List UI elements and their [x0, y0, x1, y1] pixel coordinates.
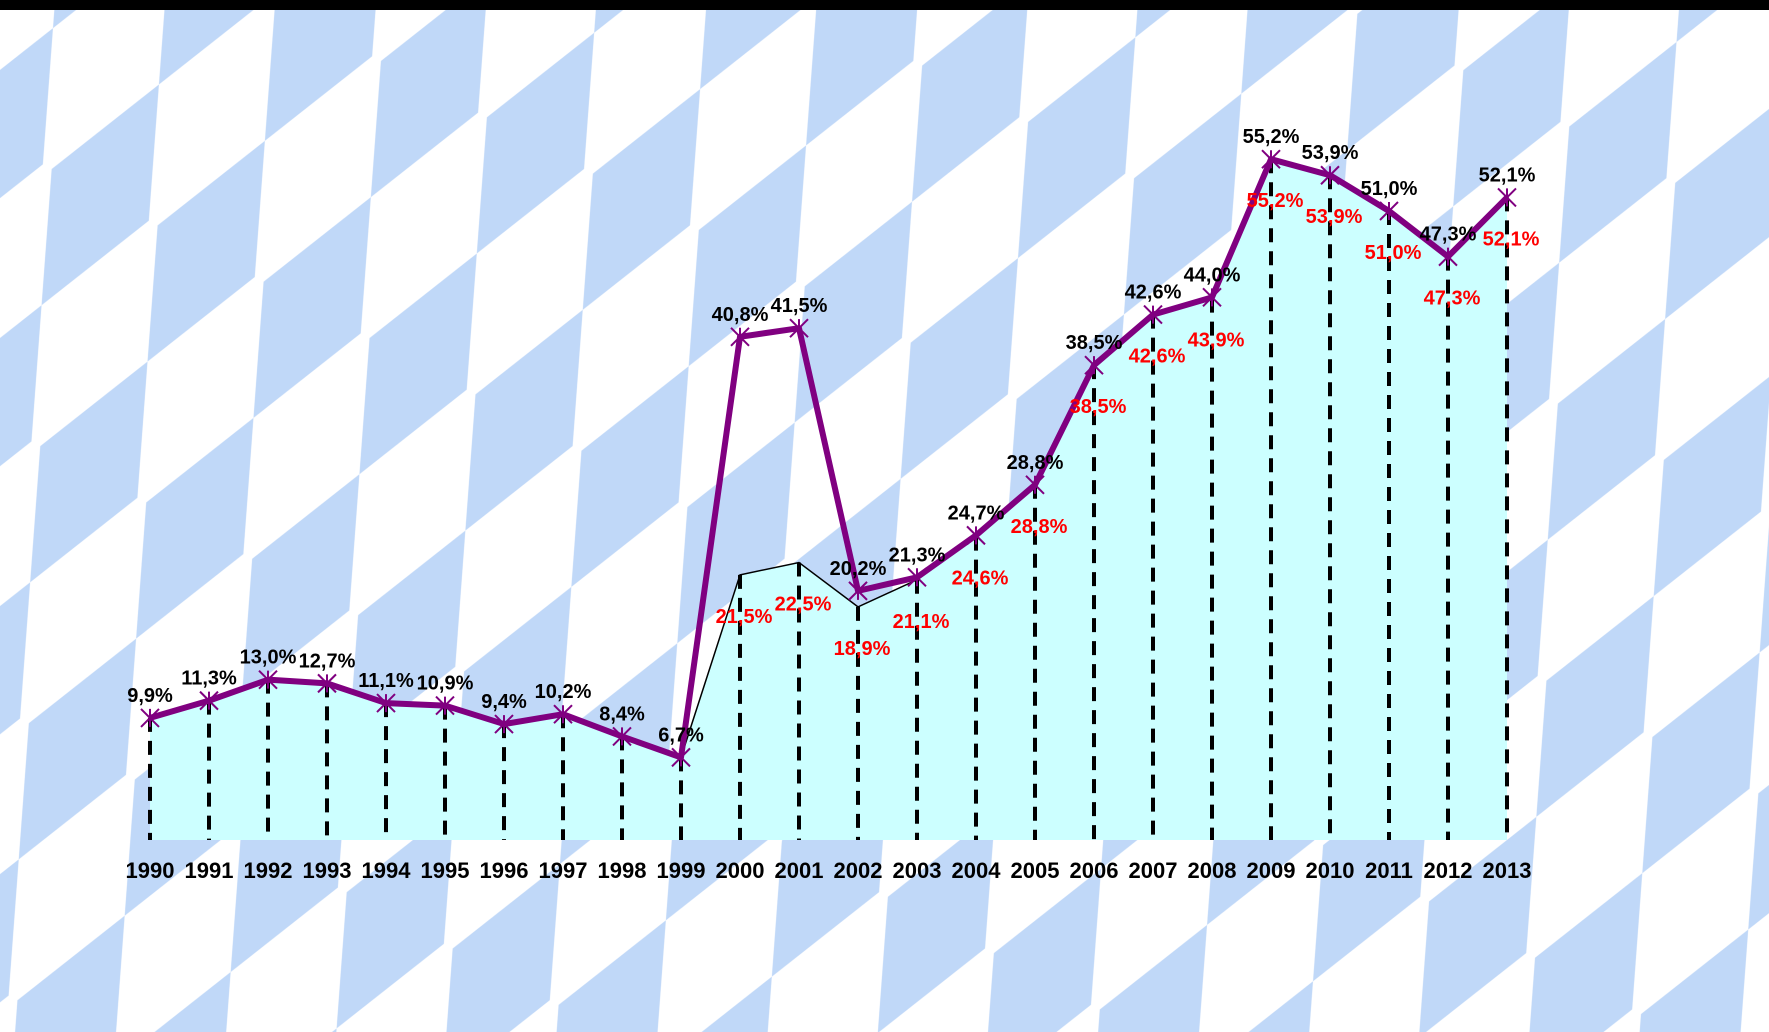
x-tick-label: 1999	[657, 858, 706, 883]
data-label-lower: 21,5%	[716, 606, 773, 628]
x-tick-label: 1991	[185, 858, 234, 883]
x-tick-label: 1998	[598, 858, 647, 883]
data-label-upper: 12,7%	[299, 650, 356, 672]
data-label-upper: 55,2%	[1243, 126, 1300, 148]
point-marker	[848, 581, 868, 601]
x-tick-label: 2009	[1247, 858, 1296, 883]
point-marker	[671, 747, 691, 768]
x-tick-label: 2012	[1424, 858, 1473, 883]
point-marker	[1261, 149, 1281, 169]
data-label-upper: 51,0%	[1361, 178, 1418, 200]
x-tick-label: 2011	[1365, 858, 1413, 883]
point-marker	[1143, 304, 1163, 325]
data-label-lower: 55,2%	[1247, 190, 1304, 212]
top-border	[0, 0, 1769, 10]
x-tick-label: 2013	[1483, 858, 1532, 883]
data-label-lower: 18,9%	[834, 638, 891, 660]
data-label-upper: 20,2%	[830, 558, 887, 580]
point-marker	[317, 673, 337, 694]
x-tick-label: 1995	[421, 858, 470, 883]
data-label-upper: 9,4%	[481, 691, 527, 713]
x-tick-label: 2003	[893, 858, 942, 883]
data-label-upper: 11,1%	[358, 670, 414, 692]
data-label-lower: 22,5%	[775, 594, 832, 616]
data-label-lower: 42,6%	[1129, 346, 1186, 368]
data-label-upper: 13,0%	[240, 647, 297, 669]
x-tick-label: 2004	[952, 858, 1002, 883]
data-label-lower: 47,3%	[1424, 288, 1481, 310]
series-lines-layer	[149, 156, 1510, 761]
x-tick-label: 1997	[539, 858, 588, 883]
x-tick-label: 2008	[1188, 858, 1237, 883]
data-label-upper: 40,8%	[712, 304, 769, 326]
drop-lines-layer	[148, 159, 1509, 840]
data-label-upper: 8,4%	[599, 703, 645, 725]
markers-layer	[140, 149, 1517, 768]
point-marker	[966, 525, 986, 546]
point-marker	[1025, 475, 1045, 495]
data-label-lower: 24,6%	[952, 568, 1009, 590]
x-tick-label: 2006	[1070, 858, 1119, 883]
point-marker	[140, 708, 160, 728]
data-label-upper: 42,6%	[1125, 282, 1182, 304]
point-marker	[1320, 165, 1340, 185]
point-marker	[789, 318, 809, 338]
data-label-upper: 24,7%	[948, 502, 1005, 524]
point-marker	[1084, 355, 1104, 375]
data-label-upper: 41,5%	[771, 295, 828, 317]
data-label-lower: 51,0%	[1365, 242, 1422, 264]
point-marker	[553, 704, 573, 724]
data-label-lower: 21,1%	[893, 611, 950, 633]
data-label-upper: 52,1%	[1479, 164, 1536, 186]
data-label-upper: 11,3%	[181, 668, 237, 690]
point-marker	[907, 567, 927, 588]
point-marker	[1438, 246, 1458, 267]
data-label-upper: 9,9%	[127, 685, 173, 707]
data-label-upper: 28,8%	[1007, 452, 1064, 474]
data-label-upper: 38,5%	[1066, 332, 1123, 354]
data-label-upper: 10,2%	[535, 681, 592, 703]
x-tick-label: 2002	[834, 858, 883, 883]
point-marker	[199, 690, 219, 711]
point-marker	[1497, 187, 1517, 208]
x-tick-label: 1996	[480, 858, 529, 883]
point-marker	[376, 693, 396, 713]
x-tick-label: 1990	[126, 858, 175, 883]
data-label-lower: 43,9%	[1188, 330, 1245, 352]
x-tick-label: 2010	[1306, 858, 1355, 883]
data-label-lower: 52,1%	[1483, 228, 1540, 250]
data-label-lower: 28,8%	[1011, 516, 1068, 538]
point-marker	[435, 695, 455, 716]
point-marker	[494, 714, 514, 734]
point-marker	[1379, 201, 1399, 221]
data-label-upper: 53,9%	[1302, 142, 1359, 164]
x-tick-label: 2001	[775, 858, 824, 883]
data-label-upper: 21,3%	[889, 544, 946, 566]
point-marker	[612, 726, 632, 747]
data-labels-layer: 9,9% 11,3%13,0% 12,7%11,1% 10,9% 9,4% 10,2% 8,…	[127, 126, 1539, 746]
data-label-upper: 44,0%	[1184, 264, 1241, 286]
x-tick-label: 2005	[1011, 858, 1060, 883]
plot-area-layer	[150, 159, 1507, 840]
point-marker	[1202, 287, 1222, 308]
x-tick-label: 1994	[362, 858, 412, 883]
point-marker	[730, 327, 750, 347]
data-label-lower: 53,9%	[1306, 206, 1363, 228]
data-label-upper: 6,7%	[658, 724, 704, 746]
x-tick-label: 1993	[303, 858, 352, 883]
x-tick-label: 2007	[1129, 858, 1178, 883]
data-label-upper: 47,3%	[1420, 224, 1477, 246]
x-tick-label: 1992	[244, 858, 293, 883]
area-fill	[150, 159, 1507, 840]
x-tick-label: 2000	[716, 858, 765, 883]
series-line-upper	[149, 156, 1510, 761]
data-label-upper: 10,9%	[417, 673, 474, 695]
data-label-lower: 38,5%	[1070, 396, 1127, 418]
point-marker	[258, 669, 278, 690]
x-axis-ticks-layer: 1990 1991 1992 1993 1994 1995 1996 1997 1998 1999…	[126, 858, 1532, 883]
